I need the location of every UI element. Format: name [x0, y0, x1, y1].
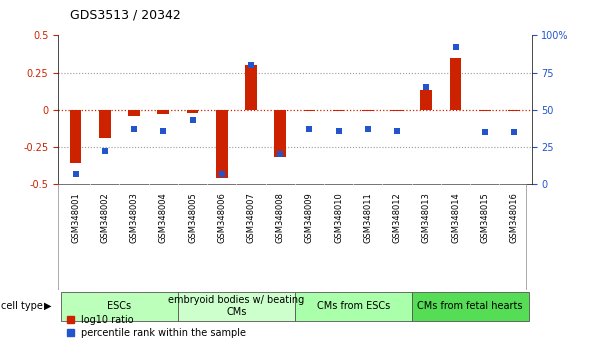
Text: GSM348007: GSM348007 [246, 193, 255, 244]
Text: GDS3513 / 20342: GDS3513 / 20342 [70, 8, 181, 21]
Bar [99, 110, 111, 138]
Text: GSM348010: GSM348010 [334, 193, 343, 243]
Bar [420, 90, 432, 110]
Bar [362, 110, 374, 111]
Bar [391, 110, 403, 111]
FancyBboxPatch shape [412, 292, 529, 321]
Bar [304, 110, 315, 111]
Text: GSM348002: GSM348002 [100, 193, 109, 243]
Text: CMs from ESCs: CMs from ESCs [316, 301, 390, 311]
Text: embryoid bodies w/ beating
CMs: embryoid bodies w/ beating CMs [168, 295, 304, 317]
Bar [158, 110, 169, 114]
Text: GSM348014: GSM348014 [451, 193, 460, 243]
Bar [479, 110, 491, 111]
Text: ▶: ▶ [45, 301, 52, 311]
Bar [186, 110, 199, 113]
Legend: log10 ratio, percentile rank within the sample: log10 ratio, percentile rank within the … [63, 312, 251, 342]
Bar [245, 65, 257, 110]
Bar [70, 110, 81, 163]
Text: GSM348003: GSM348003 [130, 193, 139, 244]
FancyBboxPatch shape [61, 292, 178, 321]
Text: GSM348004: GSM348004 [159, 193, 168, 243]
Text: GSM348009: GSM348009 [305, 193, 314, 243]
Text: GSM348001: GSM348001 [71, 193, 80, 243]
Bar [274, 110, 286, 157]
FancyBboxPatch shape [295, 292, 412, 321]
Bar [450, 58, 461, 110]
Bar [333, 110, 345, 111]
Text: GSM348012: GSM348012 [393, 193, 401, 243]
Text: GSM348013: GSM348013 [422, 193, 431, 244]
Bar [508, 110, 520, 111]
Text: CMs from fetal hearts: CMs from fetal hearts [417, 301, 523, 311]
FancyBboxPatch shape [178, 292, 295, 321]
Text: GSM348006: GSM348006 [218, 193, 226, 244]
Text: GSM348005: GSM348005 [188, 193, 197, 243]
Text: GSM348011: GSM348011 [364, 193, 372, 243]
Bar [128, 110, 140, 116]
Text: cell type: cell type [1, 301, 43, 311]
Bar [216, 110, 227, 178]
Text: GSM348015: GSM348015 [480, 193, 489, 243]
Text: ESCs: ESCs [108, 301, 131, 311]
Text: GSM348008: GSM348008 [276, 193, 285, 244]
Text: GSM348016: GSM348016 [510, 193, 519, 244]
